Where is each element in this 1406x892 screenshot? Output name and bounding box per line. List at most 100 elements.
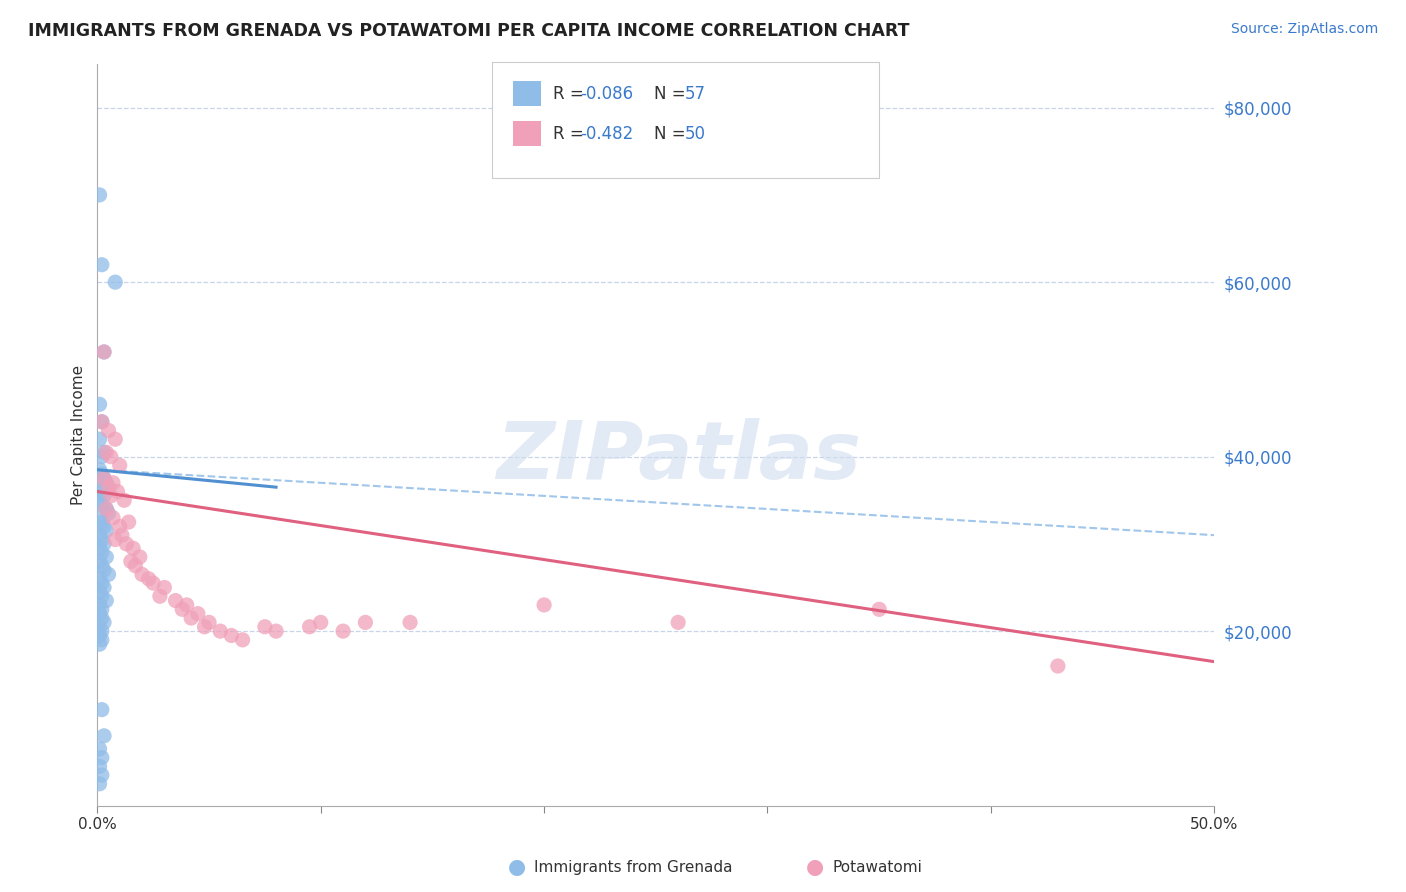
Point	[122, 541, 145, 556]
Point	[89, 397, 111, 411]
Point	[93, 537, 115, 551]
Point	[90, 258, 112, 272]
Point	[104, 533, 127, 547]
Text: Source: ZipAtlas.com: Source: ZipAtlas.com	[1230, 22, 1378, 37]
Point	[93, 471, 115, 485]
Point	[101, 475, 124, 490]
Point	[96, 524, 118, 538]
Point	[90, 498, 112, 512]
Point	[253, 620, 276, 634]
Point	[149, 589, 172, 603]
Point	[165, 593, 187, 607]
Point	[115, 537, 138, 551]
Point	[108, 458, 131, 473]
Point	[93, 615, 115, 630]
Point	[332, 624, 354, 639]
Point	[128, 549, 150, 564]
Point	[97, 424, 120, 438]
Text: -0.482: -0.482	[581, 125, 634, 143]
Point	[90, 768, 112, 782]
Point	[108, 519, 131, 533]
Point	[90, 576, 112, 591]
Point	[90, 589, 112, 603]
Point	[298, 620, 321, 634]
Text: -0.086: -0.086	[581, 85, 634, 103]
Point	[89, 607, 111, 621]
Text: IMMIGRANTS FROM GRENADA VS POTAWATOMI PER CAPITA INCOME CORRELATION CHART: IMMIGRANTS FROM GRENADA VS POTAWATOMI PE…	[28, 22, 910, 40]
Point	[90, 703, 112, 717]
Point	[666, 615, 689, 630]
Point	[90, 546, 112, 560]
Point	[89, 585, 111, 599]
Point	[93, 563, 115, 577]
Text: ●: ●	[509, 857, 526, 877]
Point	[89, 554, 111, 568]
Point	[90, 467, 112, 481]
Point	[89, 188, 111, 202]
Text: R =: R =	[553, 125, 589, 143]
Point	[89, 620, 111, 634]
Point	[187, 607, 209, 621]
Point	[96, 549, 118, 564]
Point	[209, 624, 232, 639]
Point	[90, 415, 112, 429]
Point	[124, 558, 146, 573]
Point	[89, 432, 111, 446]
Point	[90, 450, 112, 464]
Point	[89, 759, 111, 773]
Point	[104, 432, 127, 446]
Point	[131, 567, 153, 582]
Point	[868, 602, 890, 616]
Point	[89, 628, 111, 642]
Point	[89, 493, 111, 508]
Point	[101, 510, 124, 524]
Point	[89, 742, 111, 756]
Point	[89, 480, 111, 494]
Point	[138, 572, 160, 586]
Point	[93, 519, 115, 533]
Point	[120, 554, 142, 568]
Point	[90, 750, 112, 764]
Point	[96, 445, 118, 459]
Point	[117, 515, 139, 529]
Point	[93, 445, 115, 459]
Point	[232, 632, 254, 647]
Text: Immigrants from Grenada: Immigrants from Grenada	[534, 860, 733, 874]
Point	[93, 471, 115, 485]
Point	[93, 489, 115, 503]
Point	[90, 558, 112, 573]
Point	[176, 598, 198, 612]
Point	[533, 598, 555, 612]
Point	[96, 593, 118, 607]
Text: N =: N =	[654, 85, 690, 103]
Point	[97, 480, 120, 494]
Point	[90, 624, 112, 639]
Text: ZIPatlas: ZIPatlas	[496, 418, 860, 496]
Point	[172, 602, 194, 616]
Point	[97, 506, 120, 520]
Point	[90, 602, 112, 616]
Y-axis label: Per Capita Income: Per Capita Income	[72, 365, 86, 505]
Point	[93, 345, 115, 359]
Point	[96, 502, 118, 516]
Point	[93, 581, 115, 595]
Text: R =: R =	[553, 85, 589, 103]
Point	[399, 615, 422, 630]
Point	[89, 528, 111, 542]
Point	[100, 450, 122, 464]
Point	[96, 502, 118, 516]
Text: Potawatomi: Potawatomi	[832, 860, 922, 874]
Point	[93, 729, 115, 743]
Point	[93, 345, 115, 359]
Point	[111, 528, 134, 542]
Point	[89, 777, 111, 791]
Point	[89, 598, 111, 612]
Point	[89, 637, 111, 651]
Text: ●: ●	[807, 857, 824, 877]
Point	[90, 632, 112, 647]
Point	[89, 572, 111, 586]
Point	[89, 541, 111, 556]
Point	[180, 611, 202, 625]
Text: 57: 57	[685, 85, 706, 103]
Point	[309, 615, 332, 630]
